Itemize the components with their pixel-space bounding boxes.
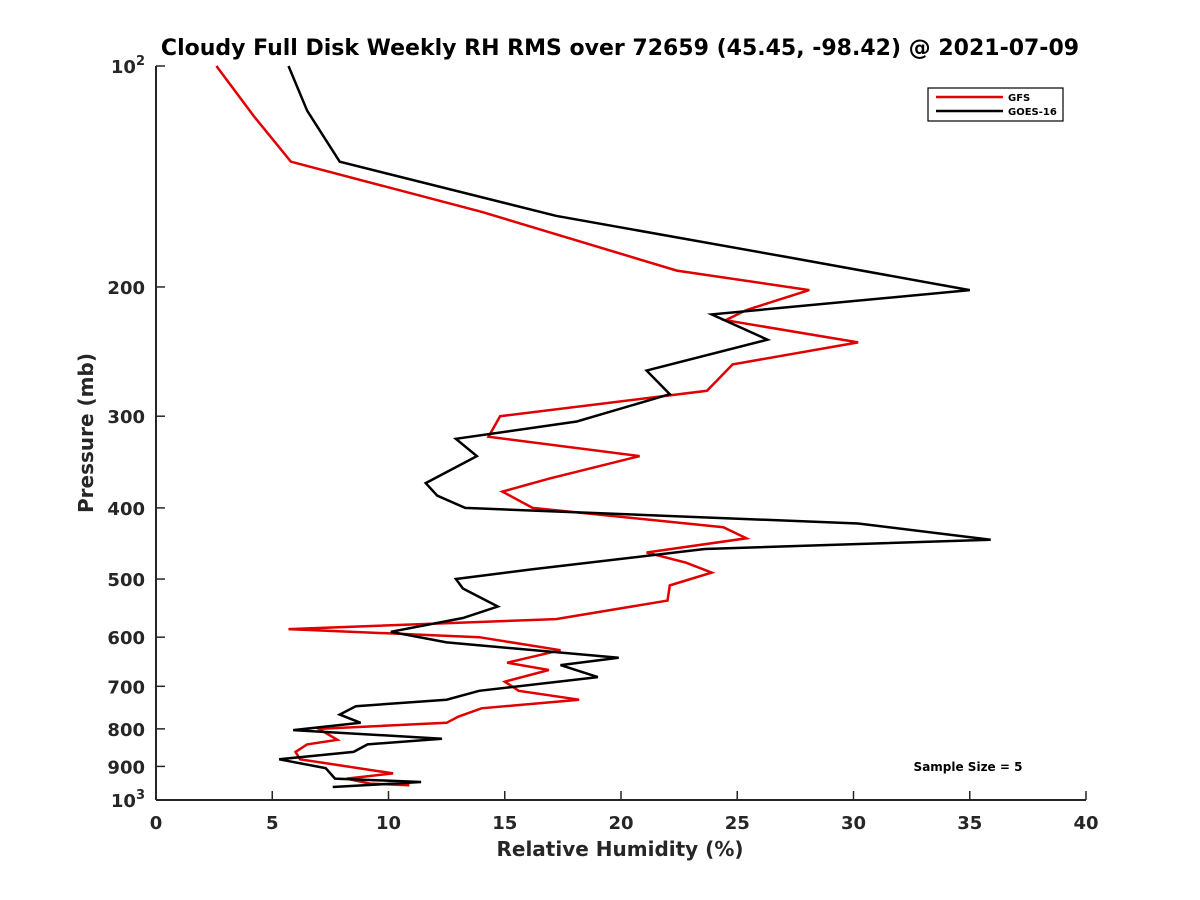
y-tick-label: 800 xyxy=(107,720,145,741)
y-tick-label: 102 xyxy=(111,54,145,78)
x-tick-label: 15 xyxy=(492,813,517,834)
sample-size-annotation: Sample Size = 5 xyxy=(914,760,1023,774)
x-tick-label: 20 xyxy=(608,813,633,834)
chart-legend: GFS GOES-16 xyxy=(927,87,1064,122)
y-tick-label: 900 xyxy=(107,757,145,778)
series-line-goes-16 xyxy=(278,65,991,789)
x-tick-label: 10 xyxy=(376,813,401,834)
x-tick-label: 25 xyxy=(725,813,750,834)
y-tick-label: 400 xyxy=(107,499,145,520)
y-tick-label: 200 xyxy=(107,278,145,299)
y-tick-label: 103 xyxy=(111,788,145,812)
legend-label-gfs: GFS xyxy=(1008,93,1030,104)
y-tick-label: 300 xyxy=(107,407,145,428)
x-tick-label: 5 xyxy=(266,813,279,834)
x-axis-label: Relative Humidity (%) xyxy=(496,837,743,861)
y-tick-label: 600 xyxy=(107,628,145,649)
series-line-gfs xyxy=(215,65,859,787)
y-axis-label: Pressure (mb) xyxy=(74,353,98,513)
x-tick-label: 0 xyxy=(150,813,163,834)
y-tick-label: 500 xyxy=(107,570,145,591)
y-tick-label: 700 xyxy=(107,677,145,698)
legend-label-goes-16: GOES-16 xyxy=(1008,107,1057,118)
x-tick-label: 35 xyxy=(957,813,982,834)
x-tick-label: 40 xyxy=(1073,813,1098,834)
data-series xyxy=(215,65,991,789)
x-tick-label: 30 xyxy=(841,813,866,834)
plot-axes: 0 5 10 15 20 25 30 35 40 102 200 300 400 500 600 700 800… xyxy=(107,54,1098,834)
legend-box xyxy=(927,87,1064,122)
chart-title: Cloudy Full Disk Weekly RH RMS over 7265… xyxy=(161,36,1079,61)
